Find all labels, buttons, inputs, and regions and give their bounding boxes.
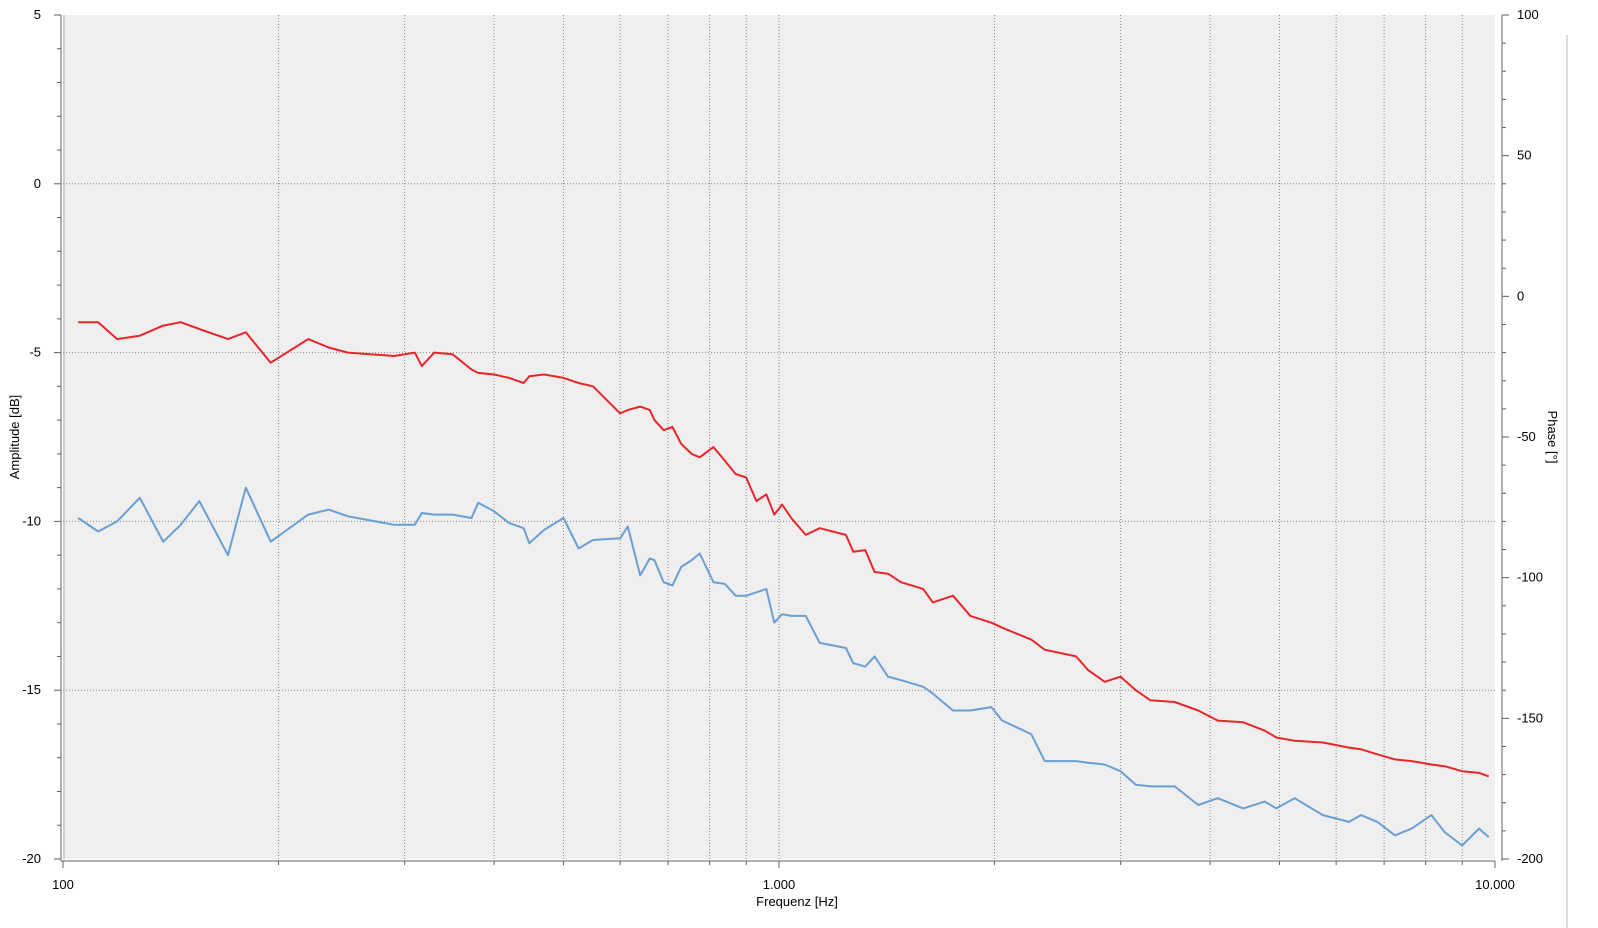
y2-axis-title: Phase [°] (1545, 411, 1560, 464)
labels: 100 1.000 10.00050-5-10-15-20100500-50-100… (7, 7, 1560, 909)
y2-tick-label: 100 (1517, 7, 1539, 22)
y2-tick-label: -50 (1517, 429, 1536, 444)
x-tick-label: 100 (52, 877, 74, 892)
y2-tick-label: -150 (1517, 710, 1543, 725)
x-tick-label: 1.000 (763, 877, 796, 892)
x-axis-title: Frequenz [Hz] (756, 894, 838, 909)
y-tick-label: 5 (34, 7, 41, 22)
x-tick-label: 10.000 (1475, 877, 1515, 892)
y-tick-label: -10 (22, 513, 41, 528)
y-tick-label: -15 (22, 682, 41, 697)
y2-tick-label: 0 (1517, 288, 1524, 303)
y-tick-label: -20 (22, 851, 41, 866)
y2-tick-label: -100 (1517, 570, 1543, 585)
y-tick-label: 0 (34, 176, 41, 191)
y-axis-title: Amplitude [dB] (7, 395, 22, 480)
axes (54, 14, 1568, 928)
y-tick-label: -5 (29, 345, 41, 360)
series-line-1 (78, 321, 1490, 778)
plot-background (63, 15, 1495, 859)
series-line-2 (77, 486, 1490, 847)
y2-tick-label: 50 (1517, 148, 1531, 163)
series-layer (77, 321, 1490, 847)
y2-tick-label: -200 (1517, 851, 1543, 866)
